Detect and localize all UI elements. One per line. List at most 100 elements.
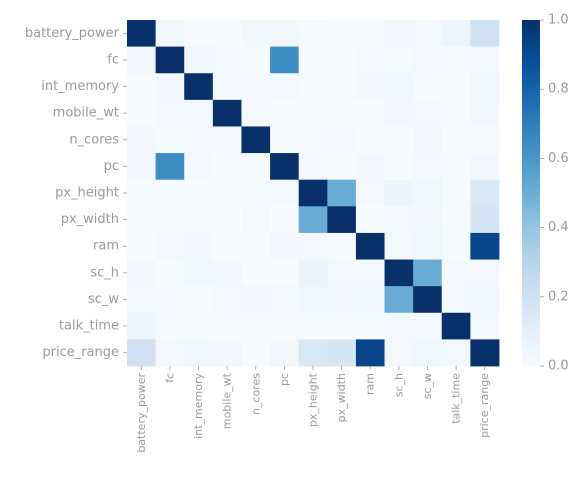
heatmap-cell-mobile_wt-pc [270, 99, 300, 127]
heatmap-cell-px_height-battery_power [127, 179, 157, 207]
colorbar-gradient-slice [522, 289, 540, 293]
x-tick-label-n_cores: n_cores [249, 373, 262, 415]
heatmap-cell-sc_h-int_memory [184, 259, 214, 287]
colorbar-gradient-slice [522, 225, 540, 229]
colorbar-gradient-slice [522, 360, 540, 364]
y-tick-label-sc_w: sc_w [88, 292, 119, 307]
heatmap-cell-sc_h-battery_power [127, 259, 157, 287]
heatmap-cell-talk_time-sc_w [413, 312, 443, 340]
colorbar-gradient-slice [522, 206, 540, 210]
colorbar-gradient-slice [522, 215, 540, 218]
colorbar-gradient-slice [522, 97, 540, 101]
colorbar-gradient-slice [522, 51, 540, 54]
colorbar-gradient-slice [522, 305, 540, 308]
colorbar-gradient-slice [522, 77, 540, 80]
heatmap-cell-mobile_wt-n_cores [241, 99, 271, 127]
heatmap-cell-px_width-px_width [327, 206, 357, 234]
colorbar-gradient-slice [522, 163, 540, 166]
colorbar-gradient-slice [522, 301, 540, 305]
y-tick-label-int_memory: int_memory [41, 79, 119, 94]
x-tick-label-px_height: px_height [307, 372, 320, 427]
heatmap-cell-price_range-px_width [327, 339, 357, 367]
colorbar-tick-label-0.2: 0.2 [548, 289, 569, 304]
x-tick-label-sc_w: sc_w [421, 373, 434, 399]
colorbar-gradient-slice [522, 139, 540, 142]
heatmap-cell-n_cores-pc [270, 126, 300, 154]
colorbar-gradient-slice [522, 314, 540, 317]
colorbar-gradient-slice [522, 353, 540, 357]
colorbar-gradient-slice [522, 135, 540, 139]
colorbar-gradient-slice [522, 269, 540, 272]
heatmap-cell-px_width-sc_h [384, 206, 414, 234]
heatmap-cell-mobile_wt-ram [355, 99, 385, 127]
colorbar-gradient-slice [522, 258, 540, 262]
heatmap-cell-n_cores-sc_w [413, 126, 443, 154]
heatmap-cell-fc-n_cores [241, 46, 271, 74]
heatmap-cell-n_cores-talk_time [441, 126, 471, 154]
colorbar-gradient-slice [522, 350, 540, 353]
heatmap-cell-sc_h-sc_h [384, 259, 414, 287]
heatmap-cell-pc-px_height [298, 153, 328, 181]
heatmap-cell-mobile_wt-price_range [470, 99, 500, 127]
heatmap-cell-sc_h-fc [155, 259, 185, 287]
colorbar-tick-label-0.6: 0.6 [548, 151, 569, 166]
heatmap-cell-price_range-px_height [298, 339, 328, 367]
heatmap-cell-battery_power-pc [270, 20, 300, 48]
heatmap-cell-int_memory-px_width [327, 73, 357, 101]
heatmap-cell-battery_power-mobile_wt [212, 20, 242, 48]
heatmap-cell-px_width-n_cores [241, 206, 271, 234]
heatmap-cell-pc-n_cores [241, 153, 271, 181]
colorbar-gradient-slice [522, 87, 540, 90]
heatmap-cell-ram-mobile_wt [212, 232, 242, 260]
heatmap-cell-sc_w-px_height [298, 286, 328, 314]
colorbar-gradient-slice [522, 229, 540, 232]
colorbar-gradient-slice [522, 113, 540, 116]
colorbar-gradient-slice [522, 160, 540, 163]
colorbar-gradient-slice [522, 241, 540, 244]
colorbar-gradient-slice [522, 80, 540, 83]
colorbar-gradient-slice [522, 317, 540, 320]
heatmap-cell-px_height-pc [270, 179, 300, 207]
colorbar-gradient-slice [522, 94, 540, 97]
y-axis-ticks [123, 32, 127, 354]
colorbar-gradient-slice [522, 23, 540, 26]
colorbar-gradient-slice [522, 362, 540, 365]
colorbar-gradient-slice [522, 357, 540, 360]
colorbar-gradient-slice [522, 33, 540, 37]
heatmap-cell-sc_h-px_width [327, 259, 357, 287]
colorbar-gradient-slice [522, 341, 540, 345]
colorbar: 0.0 0.2 0.4 0.6 0.8 1.0 [522, 13, 569, 374]
heatmap-cell-fc-int_memory [184, 46, 214, 74]
heatmap-cell-px_width-px_height [298, 206, 328, 234]
heatmap-cell-mobile_wt-px_height [298, 99, 328, 127]
heatmap-cell-int_memory-talk_time [441, 73, 471, 101]
heatmap-cell-int_memory-n_cores [241, 73, 271, 101]
heatmap-cell-talk_time-sc_h [384, 312, 414, 340]
colorbar-gradient-slice [522, 218, 540, 222]
colorbar-gradient-slice [522, 58, 540, 61]
heatmap-cell-battery_power-n_cores [241, 20, 271, 48]
colorbar-gradient-slice [522, 125, 540, 128]
heatmap-cell-battery_power-px_height [298, 20, 328, 48]
heatmap-cell-price_range-sc_w [413, 339, 443, 367]
colorbar-gradient-slice [522, 165, 540, 168]
colorbar-gradient-slice [522, 303, 540, 307]
colorbar-gradient-slice [522, 236, 540, 239]
heatmap-cell-sc_w-int_memory [184, 286, 214, 314]
heatmap-cell-battery_power-fc [155, 20, 185, 48]
colorbar-gradient-slice [522, 168, 540, 172]
colorbar-gradient-slice [522, 262, 540, 265]
colorbar-gradient-slice [522, 28, 540, 31]
heatmap-cell-px_height-mobile_wt [212, 179, 242, 207]
y-tick-label-n_cores: n_cores [69, 132, 119, 147]
colorbar-gradient-slice [522, 239, 540, 243]
colorbar-gradient-slice [522, 132, 540, 135]
x-tick-label-int_memory: int_memory [192, 373, 205, 439]
colorbar-gradient-slice [522, 89, 540, 92]
heatmap-cell-fc-ram [355, 46, 385, 74]
colorbar-gradient-slice [522, 68, 540, 71]
colorbar-gradient-slice [522, 224, 540, 227]
colorbar-gradient-slice [522, 213, 540, 217]
colorbar-gradient-slice [522, 246, 540, 249]
